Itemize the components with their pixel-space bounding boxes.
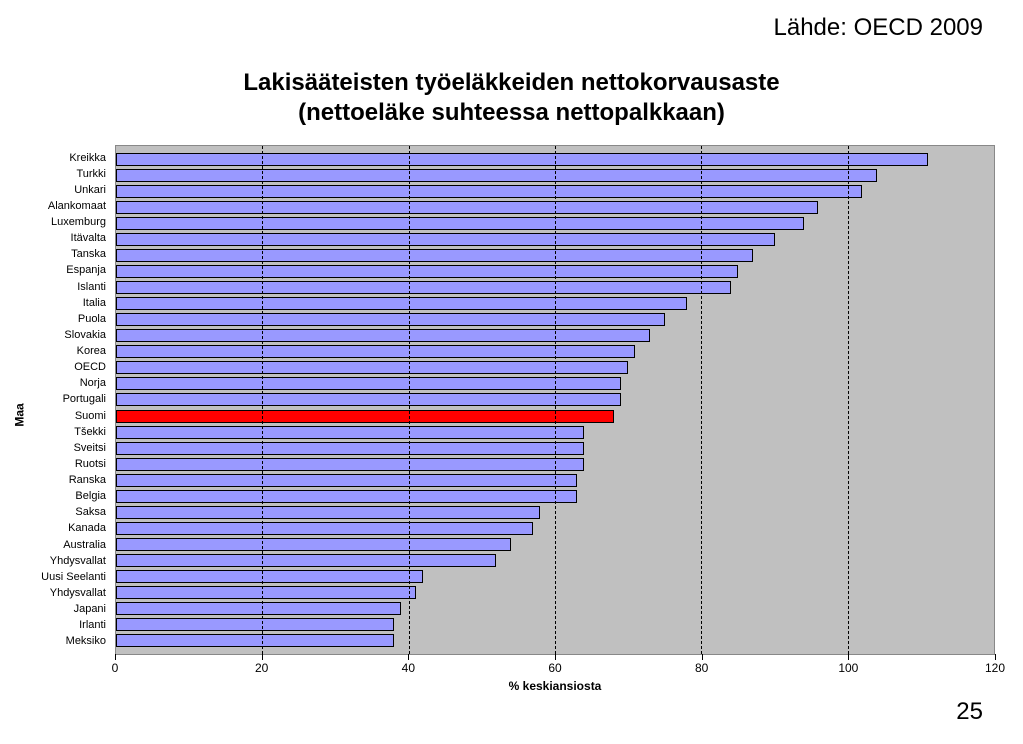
bar xyxy=(116,522,533,535)
bar xyxy=(116,538,511,551)
bar xyxy=(116,233,775,246)
x-tick-mark xyxy=(115,654,116,660)
category-label: Australia xyxy=(30,539,110,552)
x-tick-labels: 020406080100120 xyxy=(115,657,995,677)
bar xyxy=(116,169,877,182)
x-tick-label: 100 xyxy=(838,661,858,675)
gridline xyxy=(555,146,556,654)
bar-highlight xyxy=(116,410,614,423)
bar xyxy=(116,393,621,406)
category-label: Slovakia xyxy=(30,329,110,342)
category-label: Suomi xyxy=(30,410,110,423)
x-tick-mark xyxy=(995,654,996,660)
category-label: Itävalta xyxy=(30,232,110,245)
x-tick-label: 0 xyxy=(112,661,119,675)
bar xyxy=(116,281,731,294)
category-label: Tanska xyxy=(30,248,110,261)
category-label: Luxemburg xyxy=(30,216,110,229)
bar xyxy=(116,426,584,439)
bar xyxy=(116,442,584,455)
category-label: Belgia xyxy=(30,490,110,503)
category-label: Turkki xyxy=(30,168,110,181)
category-label: Meksiko xyxy=(30,635,110,648)
bar xyxy=(116,618,394,631)
x-tick-mark xyxy=(408,654,409,660)
x-tick-mark xyxy=(555,654,556,660)
plot-area xyxy=(115,145,995,655)
category-label: Ruotsi xyxy=(30,458,110,471)
bar xyxy=(116,201,818,214)
category-label: Irlanti xyxy=(30,619,110,632)
bar xyxy=(116,506,540,519)
category-label: Ranska xyxy=(30,474,110,487)
bar xyxy=(116,474,577,487)
bar xyxy=(116,554,496,567)
source-text: Lähde: OECD 2009 xyxy=(774,14,983,42)
category-label: Puola xyxy=(30,313,110,326)
bar xyxy=(116,265,738,278)
page-number: 25 xyxy=(956,698,983,726)
chart-container: Maa KreikkaTurkkiUnkariAlankomaatLuxembu… xyxy=(30,145,1000,685)
category-label: Sveitsi xyxy=(30,442,110,455)
category-label: Unkari xyxy=(30,184,110,197)
category-label: Saksa xyxy=(30,506,110,519)
bar xyxy=(116,377,621,390)
bar xyxy=(116,297,687,310)
bar xyxy=(116,153,928,166)
bar xyxy=(116,490,577,503)
gridline xyxy=(409,146,410,654)
bar xyxy=(116,313,665,326)
category-label: Yhdysvallat xyxy=(30,587,110,600)
title-line-1: Lakisääteisten työeläkkeiden nettokorvau… xyxy=(243,69,779,96)
chart-title: Lakisääteisten työeläkkeiden nettokorvau… xyxy=(0,68,1023,128)
bar xyxy=(116,586,416,599)
bar xyxy=(116,602,401,615)
category-label: Islanti xyxy=(30,281,110,294)
gridline xyxy=(848,146,849,654)
category-label: Portugali xyxy=(30,393,110,406)
category-label: Kanada xyxy=(30,522,110,535)
category-label: Alankomaat xyxy=(30,200,110,213)
category-label: Korea xyxy=(30,345,110,358)
bar xyxy=(116,570,423,583)
x-tick-mark xyxy=(702,654,703,660)
bar xyxy=(116,329,650,342)
x-tick-label: 60 xyxy=(548,661,561,675)
bar xyxy=(116,458,584,471)
category-label: Italia xyxy=(30,297,110,310)
x-tick-label: 40 xyxy=(402,661,415,675)
y-category-labels: Kreikka Turkki Unkari Alankomaat Luxemburg It… xyxy=(30,150,110,650)
bar xyxy=(116,249,753,262)
category-label: Tšekki xyxy=(30,426,110,439)
title-line-2: (nettoeläke suhteessa nettopalkkaan) xyxy=(298,99,725,126)
x-tick-mark xyxy=(262,654,263,660)
category-label: Espanja xyxy=(30,264,110,277)
category-label: Yhdysvallat xyxy=(30,555,110,568)
gridline xyxy=(701,146,702,654)
category-label: Norja xyxy=(30,377,110,390)
bar xyxy=(116,634,394,647)
category-label: Uusi Seelanti xyxy=(30,571,110,584)
category-label: Kreikka xyxy=(30,152,110,165)
x-tick-label: 80 xyxy=(695,661,708,675)
bar xyxy=(116,361,628,374)
y-axis-label: Maa xyxy=(13,403,27,426)
x-axis-label: % keskiansiosta xyxy=(115,679,995,693)
x-tick-label: 120 xyxy=(985,661,1005,675)
bar xyxy=(116,185,862,198)
gridline xyxy=(262,146,263,654)
x-tick-mark xyxy=(848,654,849,660)
category-label: Japani xyxy=(30,603,110,616)
category-label: OECD xyxy=(30,361,110,374)
bar xyxy=(116,345,635,358)
x-tick-label: 20 xyxy=(255,661,268,675)
